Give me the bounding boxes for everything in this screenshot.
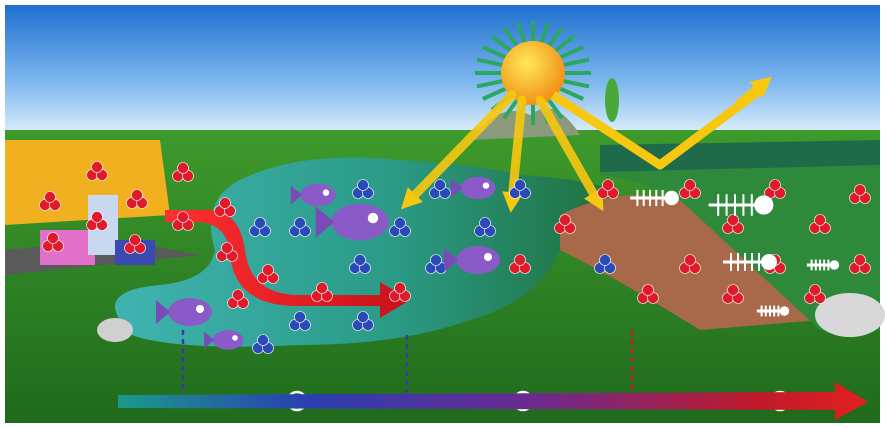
fish-eye: [232, 335, 238, 341]
page: (() => { const NS = 'http://www.w3.org/2…: [0, 0, 885, 428]
rock: [97, 318, 133, 342]
fish-eye: [484, 253, 492, 261]
oxygen-molecule: [358, 180, 369, 191]
fish: [168, 298, 212, 326]
oxygen-molecule: [480, 218, 491, 229]
oxygen-molecule: [355, 255, 366, 266]
phosphate-molecule: [48, 233, 59, 244]
oxygen-molecule: [295, 312, 306, 323]
phosphate-molecule: [770, 180, 781, 191]
phosphate-molecule: [603, 180, 614, 191]
phosphate-molecule: [178, 212, 189, 223]
phosphate-molecule: [132, 190, 143, 201]
phosphate-molecule: [728, 285, 739, 296]
phosphate-molecule: [220, 198, 231, 209]
phosphate-molecule: [233, 290, 244, 301]
phosphate-molecule: [685, 255, 696, 266]
fish-skull: [830, 260, 840, 270]
oxygen-molecule: [255, 218, 266, 229]
tree: [605, 78, 619, 122]
fish-eye: [196, 305, 204, 313]
phosphate-molecule: [815, 215, 826, 226]
phosphate-molecule: [728, 215, 739, 226]
phosphate-molecule: [643, 285, 654, 296]
fish: [213, 330, 244, 350]
phosphate-molecule: [130, 235, 141, 246]
phosphate-molecule: [855, 255, 866, 266]
phosphate-molecule: [45, 192, 56, 203]
phosphate-molecule: [222, 243, 233, 254]
phosphate-molecule: [685, 180, 696, 191]
sky: [5, 5, 880, 135]
phosphate-molecule: [178, 163, 189, 174]
oxygen-molecule: [515, 180, 526, 191]
fish-skull: [780, 306, 790, 316]
fish-skull: [664, 191, 678, 205]
fish: [460, 177, 495, 199]
phosphate-molecule: [92, 212, 103, 223]
phosphate-molecule: [515, 255, 526, 266]
crop-field: [5, 140, 170, 225]
oxygen-molecule: [600, 255, 611, 266]
phosphate-molecule: [810, 285, 821, 296]
oxygen-molecule: [295, 218, 306, 229]
oxygen-molecule: [358, 312, 369, 323]
phosphate-molecule: [92, 162, 103, 173]
fish: [456, 246, 500, 274]
phosphate-molecule: [395, 283, 406, 294]
oxygen-molecule: [435, 180, 446, 191]
oxygen-molecule: [395, 218, 406, 229]
fish: [331, 204, 388, 240]
fish-eye: [323, 189, 329, 195]
fish-eye: [483, 182, 489, 188]
fish-skull: [754, 195, 773, 214]
fish: [300, 184, 335, 206]
phosphate-molecule: [560, 215, 571, 226]
phosphate-molecule: [263, 265, 274, 276]
oxygen-molecule: [258, 335, 269, 346]
oxygen-molecule: [431, 255, 442, 266]
phosphate-molecule: [317, 283, 328, 294]
fish-skull: [761, 254, 777, 270]
illustration: [0, 0, 885, 428]
phosphate-molecule: [855, 185, 866, 196]
fish-eye: [368, 213, 378, 223]
